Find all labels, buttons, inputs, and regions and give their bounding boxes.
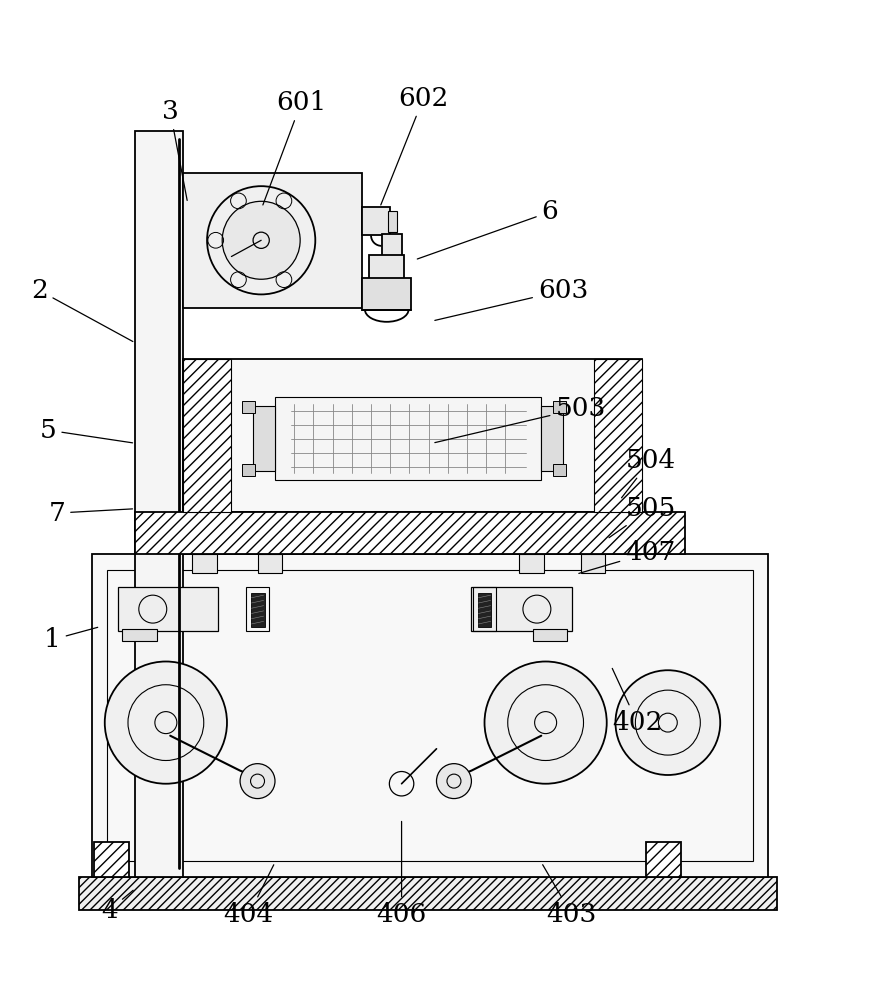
Polygon shape [646, 842, 681, 877]
Circle shape [240, 764, 275, 799]
Bar [135, 131, 183, 877]
Text: 406: 406 [376, 821, 427, 927]
Bar [253, 406, 275, 471]
Text: 404: 404 [223, 865, 274, 927]
Text: 505: 505 [609, 496, 676, 538]
Circle shape [105, 662, 227, 784]
Text: 1: 1 [44, 627, 98, 652]
Text: 7: 7 [48, 501, 133, 526]
Bar [118, 587, 218, 631]
Bar [135, 512, 685, 554]
Bar [275, 397, 541, 480]
Text: 402: 402 [612, 668, 663, 735]
Text: 5: 5 [39, 418, 133, 443]
Bar [553, 401, 566, 413]
Bar [192, 554, 217, 573]
Bar [382, 234, 402, 260]
Polygon shape [94, 842, 129, 877]
Bar [473, 587, 496, 631]
Text: 407: 407 [579, 540, 676, 573]
Bar [258, 554, 282, 573]
Text: 6: 6 [417, 199, 559, 259]
Text: 504: 504 [622, 448, 676, 498]
Bar [533, 629, 567, 641]
Text: 403: 403 [543, 865, 597, 927]
Bar [362, 278, 411, 310]
Bar [362, 207, 390, 235]
Bar [581, 554, 605, 573]
Bar [388, 211, 397, 232]
Bar [183, 359, 642, 512]
Circle shape [615, 670, 720, 775]
Text: 601: 601 [263, 90, 327, 205]
Circle shape [223, 201, 300, 279]
Text: 2: 2 [31, 278, 133, 342]
Bar [122, 629, 157, 641]
Text: 602: 602 [381, 86, 449, 205]
Bar [79, 877, 777, 910]
Bar [92, 554, 768, 877]
Bar [553, 464, 566, 476]
Text: 4: 4 [100, 890, 134, 923]
Text: 503: 503 [435, 396, 606, 443]
Bar [242, 401, 255, 413]
Text: 3: 3 [162, 99, 187, 200]
Bar [183, 173, 362, 308]
Bar [541, 406, 563, 471]
Bar [183, 359, 231, 512]
Bar [594, 359, 642, 512]
Circle shape [436, 764, 471, 799]
Bar [107, 570, 753, 861]
Circle shape [485, 662, 607, 784]
Bar [251, 593, 265, 627]
Circle shape [207, 186, 315, 294]
Bar [519, 554, 544, 573]
Text: 603: 603 [435, 278, 588, 320]
Bar [369, 255, 404, 280]
Bar [471, 587, 572, 631]
Bar [242, 464, 255, 476]
Bar [478, 593, 491, 627]
Bar [246, 587, 269, 631]
